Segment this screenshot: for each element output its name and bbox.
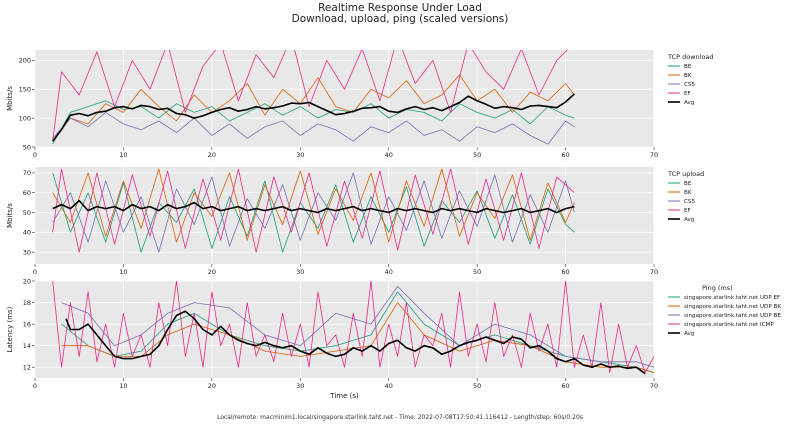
ping-legend-label: singapore.starlink.taht.net UDP BK xyxy=(684,304,781,310)
ping-x-tick-label: 10 xyxy=(119,382,127,390)
upload-x-tick-label: 20 xyxy=(208,268,216,276)
download-series-cs5 xyxy=(52,112,575,145)
upload-legend-label: BE xyxy=(684,181,692,187)
download-x-tick-label: 20 xyxy=(208,151,216,159)
ping-legend-title: Ping (ms) xyxy=(702,284,733,292)
ping-series-singapore-starlink-taht-net-udp-ef xyxy=(61,291,654,373)
ping-x-tick-label: 0 xyxy=(33,382,37,390)
ping-x-tick-label: 60 xyxy=(561,382,569,390)
download-legend-label: BK xyxy=(684,73,692,79)
upload-series-avg xyxy=(52,199,575,214)
upload-x-tick-label: 70 xyxy=(650,268,658,276)
download-y-tick-label: 150 xyxy=(19,86,31,94)
upload-legend-label: CS5 xyxy=(684,199,695,205)
upload-y-tick-label: 50 xyxy=(23,209,31,217)
ping-legend-label: singapore.starlink.taht.net UDP EF xyxy=(684,295,780,301)
download-y-tick-label: 200 xyxy=(19,57,31,65)
ping-plot-area xyxy=(35,281,654,378)
upload-x-tick-label: 30 xyxy=(296,268,304,276)
ping-y-tick-label: 14 xyxy=(23,342,31,350)
download-legend-label: CS5 xyxy=(684,82,695,88)
ping-series-singapore-starlink-taht-net-udp-be xyxy=(61,285,654,368)
ping-series-avg xyxy=(65,310,646,375)
ping-panel: 0 10 20 30 40 50 60 70 12 14 16 18 20 Latency (ms) Tim… xyxy=(6,277,781,400)
download-x-tick-label: 30 xyxy=(296,151,304,159)
ping-legend: Ping (ms) singapore.starlink.taht.net UDP… xyxy=(668,284,781,337)
download-y-axis-label: Mbits/s xyxy=(6,86,14,111)
download-series-ef xyxy=(52,50,568,142)
download-panel: 0 10 20 30 40 50 60 70 50 100 150 200 Mbits/s TCP dow… xyxy=(6,50,714,159)
upload-x-tick-label: 40 xyxy=(385,268,393,276)
ping-x-axis-label: Time (s) xyxy=(329,392,359,400)
upload-x-tick-label: 10 xyxy=(119,268,127,276)
download-legend: TCP download BE BK CS5 EF Avg xyxy=(667,53,714,106)
upload-series-ef xyxy=(52,168,575,253)
upload-x-tick-label: 50 xyxy=(473,268,481,276)
download-series-bk xyxy=(52,74,575,142)
upload-legend-label: BK xyxy=(684,190,692,196)
ping-series-group xyxy=(52,281,654,375)
download-x-tick-label: 40 xyxy=(385,151,393,159)
download-y-tick-label: 100 xyxy=(19,114,31,122)
download-y-tick-label: 50 xyxy=(23,143,31,151)
ping-x-tick-label: 30 xyxy=(296,382,304,390)
footer-info: Local/remote: macminim1.local/singapore.… xyxy=(217,414,583,421)
ping-x-tick-label: 20 xyxy=(208,382,216,390)
upload-y-tick-label: 70 xyxy=(23,169,31,177)
upload-y-tick-label: 40 xyxy=(23,229,31,237)
figure-subtitle: Download, upload, ping (scaled versions) xyxy=(291,13,509,25)
figure-title: Realtime Response Under Load xyxy=(318,2,482,14)
ping-series-singapore-starlink-taht-net-icmp xyxy=(52,281,654,374)
upload-series-be xyxy=(52,172,575,253)
download-x-tick-label: 0 xyxy=(33,151,37,159)
upload-y-tick-label: 60 xyxy=(23,189,31,197)
download-plot-area xyxy=(35,50,654,147)
download-legend-title: TCP download xyxy=(667,53,714,61)
upload-series-cs5 xyxy=(52,172,575,253)
ping-y-tick-label: 16 xyxy=(23,320,31,328)
download-series-be xyxy=(52,100,575,145)
download-series-avg xyxy=(52,93,575,142)
ping-x-tick-label: 40 xyxy=(385,382,393,390)
ping-x-tick-label: 70 xyxy=(650,382,658,390)
download-legend-label: Avg xyxy=(684,100,695,106)
upload-y-axis-label: Mbits/s xyxy=(6,203,14,228)
download-legend-label: BE xyxy=(684,64,692,70)
download-x-tick-label: 10 xyxy=(119,151,127,159)
upload-x-tick-label: 60 xyxy=(561,268,569,276)
upload-y-tick-label: 30 xyxy=(23,248,31,256)
upload-plot-area xyxy=(35,167,654,264)
download-series-group xyxy=(52,50,575,145)
upload-legend: TCP upload BE BK CS5 EF Avg xyxy=(667,170,704,223)
ping-y-axis-label: Latency (ms) xyxy=(6,306,14,352)
ping-legend-label: Avg xyxy=(684,331,695,337)
ping-y-tick-label: 12 xyxy=(23,364,31,372)
upload-legend-title: TCP upload xyxy=(667,170,704,178)
ping-legend-label: singapore.starlink.taht.net ICMP xyxy=(684,322,774,328)
download-x-tick-label: 70 xyxy=(650,151,658,159)
upload-series-bk xyxy=(52,168,575,243)
ping-y-tick-label: 20 xyxy=(23,277,31,285)
upload-panel: 0 10 20 30 40 50 60 70 30 40 50 60 70 Mbits/s TCP uplo… xyxy=(6,167,704,276)
ping-legend-label: singapore.starlink.taht.net UDP BE xyxy=(684,313,781,319)
upload-x-tick-label: 0 xyxy=(33,268,37,276)
upload-legend-label: EF xyxy=(684,208,691,214)
ping-x-tick-label: 50 xyxy=(473,382,481,390)
download-x-tick-label: 60 xyxy=(561,151,569,159)
download-legend-label: EF xyxy=(684,91,691,97)
ping-y-tick-label: 18 xyxy=(23,299,31,307)
upload-legend-label: Avg xyxy=(684,217,695,223)
upload-series-group xyxy=(52,168,575,253)
download-x-tick-label: 50 xyxy=(473,151,481,159)
